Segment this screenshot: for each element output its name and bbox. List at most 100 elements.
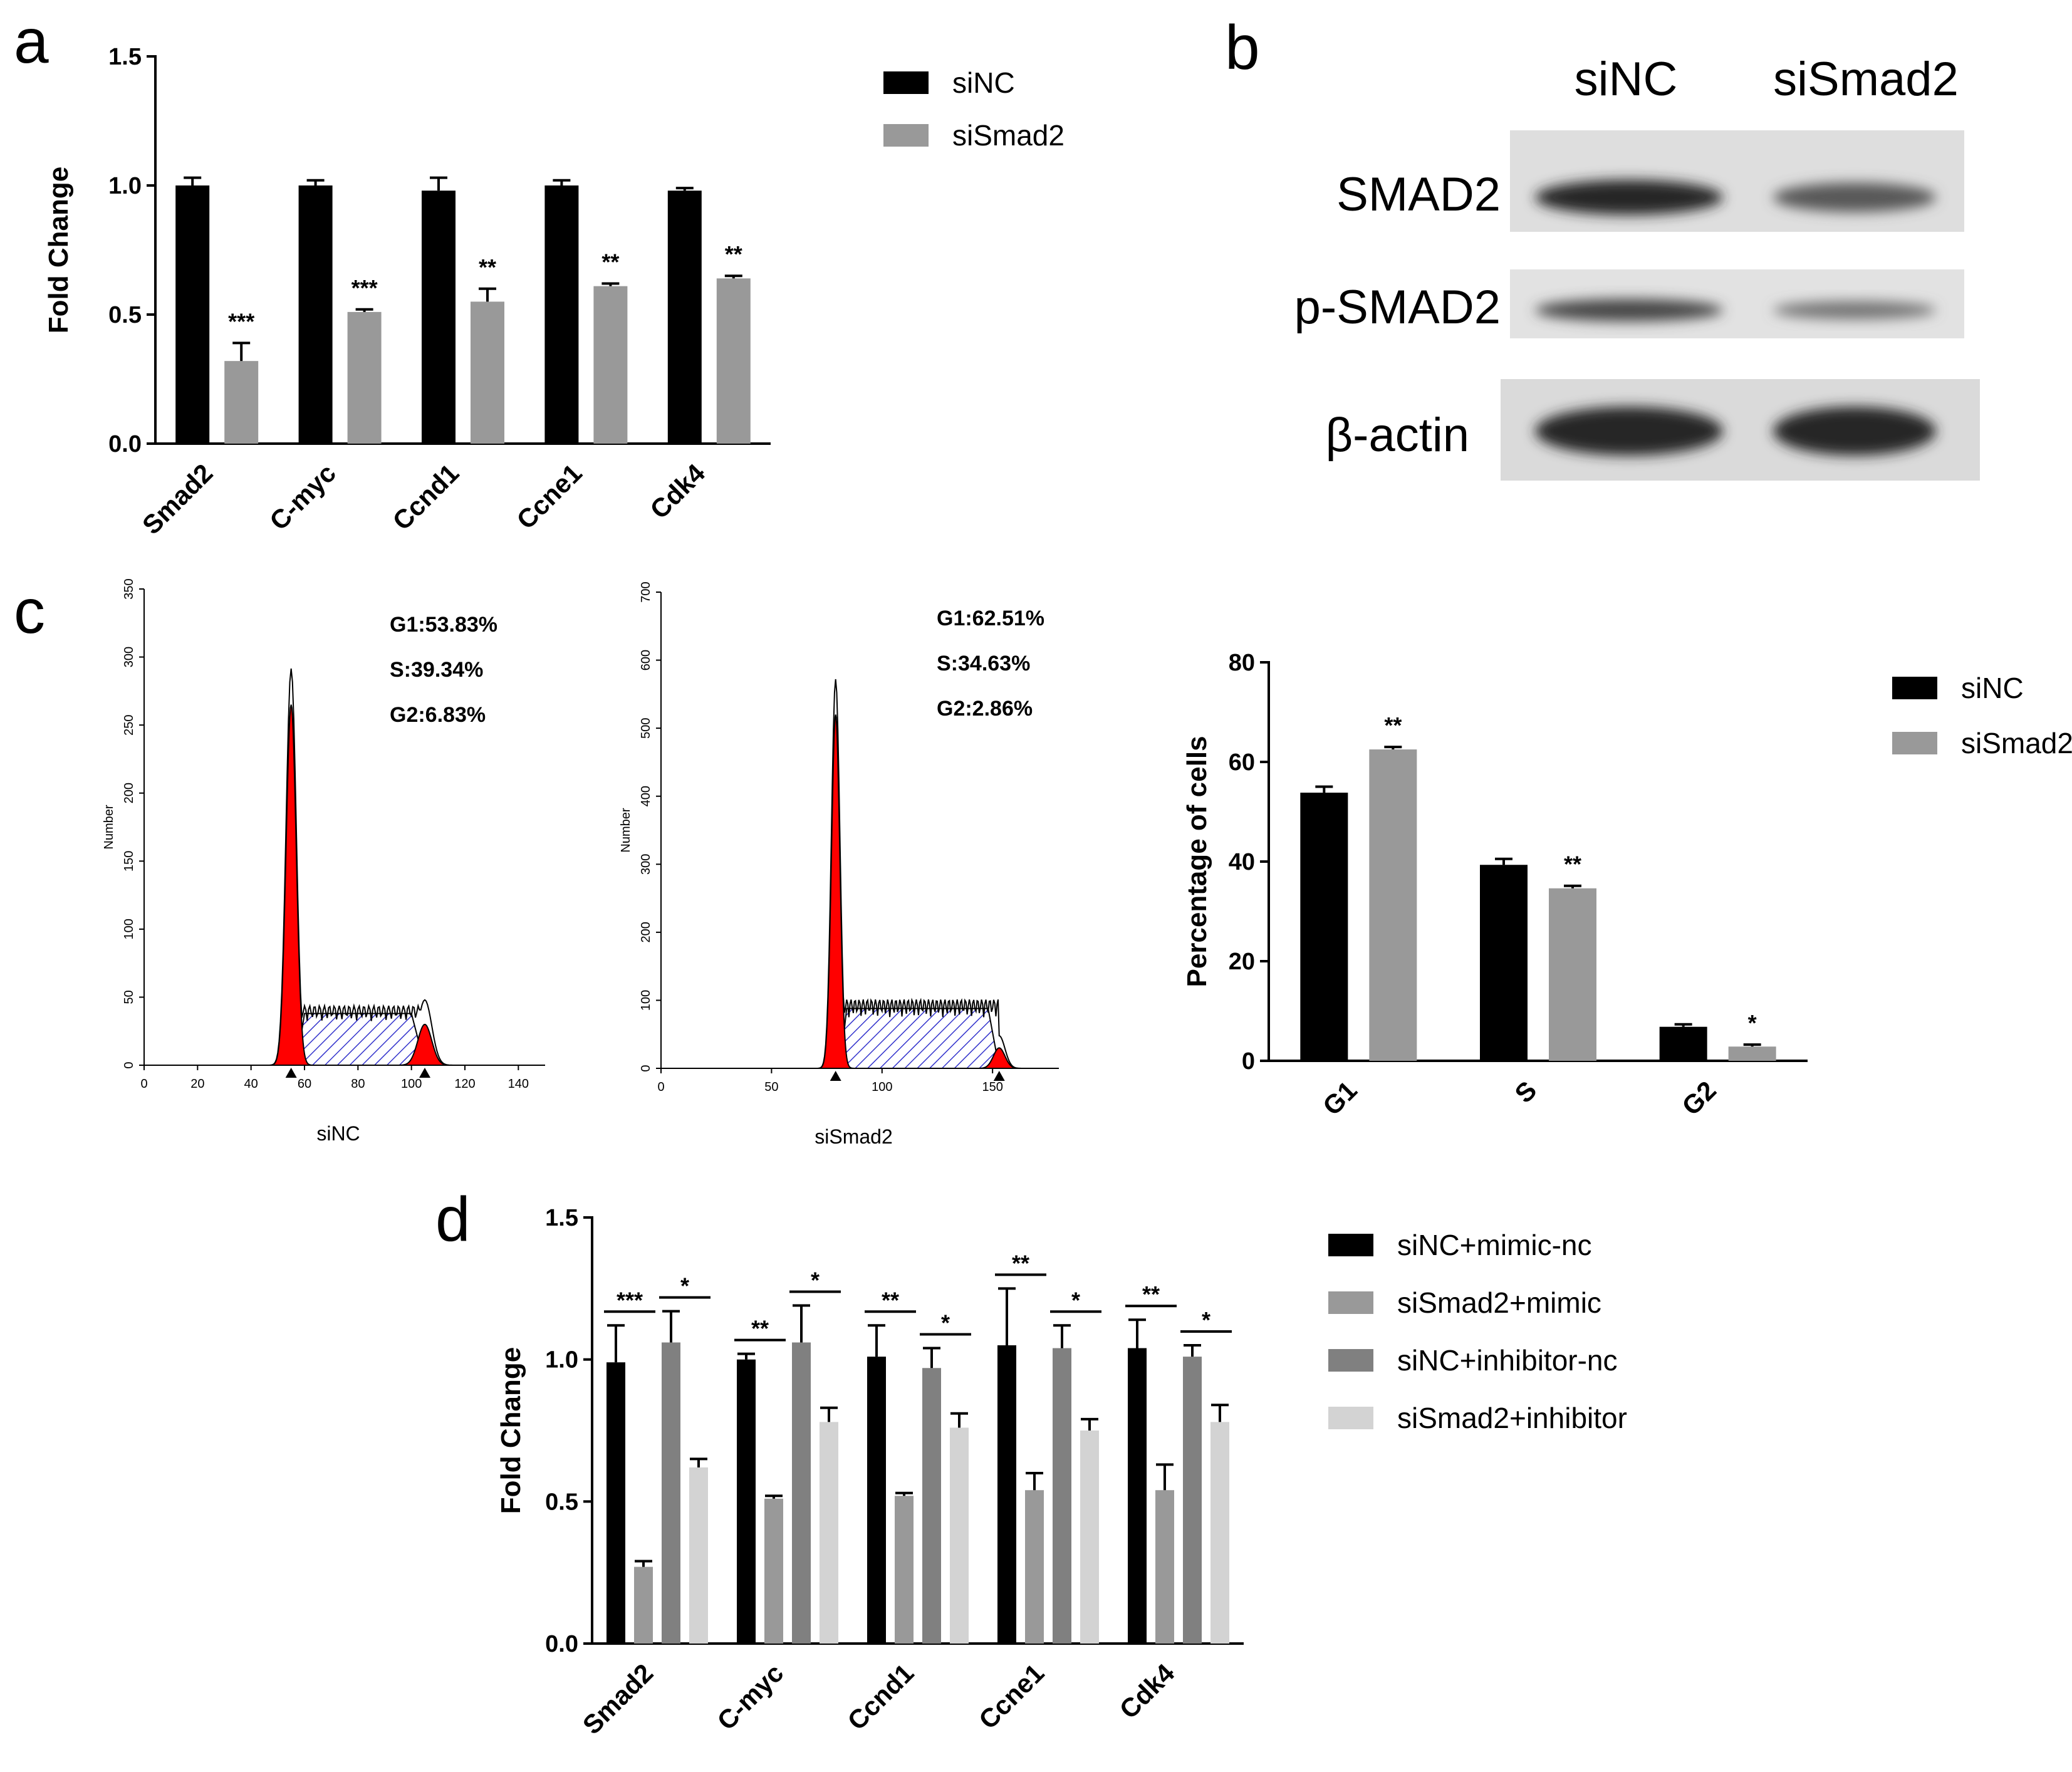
significance-label: ** — [751, 1316, 769, 1342]
blot-row-label-beta-actin: β-actin — [1325, 409, 1469, 462]
facs-histogram-sismad2: 0 100 200 300 400 500 600 700 0 50 100 150 Number siS… — [619, 581, 1059, 1148]
bar-sismad2-inhibitor-ccnd1 — [950, 1427, 969, 1644]
x-tick-label: 0 — [657, 1080, 664, 1094]
y-tick-label: 250 — [122, 714, 136, 735]
significance-label: * — [1202, 1307, 1210, 1333]
y-tick-label: 150 — [122, 851, 136, 872]
legend-label-sismad2: siSmad2 — [952, 119, 1065, 152]
bar-sinc-mimic-nc-smad2 — [607, 1362, 625, 1644]
phase-percentage-label: G1:62.51% — [937, 607, 1044, 630]
bar-sismad2-inhibitor-cdk4 — [1210, 1422, 1229, 1644]
blot-strip-smad2 — [1510, 130, 1964, 232]
peak-marker-triangle — [993, 1071, 1005, 1081]
blot-row-label-p-smad2: p-SMAD2 — [1294, 281, 1501, 334]
bar-sinc-mimic-nc-ccne1 — [997, 1345, 1016, 1644]
y-axis-title: Number — [102, 805, 116, 849]
x-axis-title: siNC — [316, 1122, 360, 1145]
blot-band-smad2-sinc — [1535, 180, 1723, 215]
legend-label-sinc: siNC — [952, 66, 1015, 99]
x-tick-label: 140 — [508, 1077, 529, 1091]
y-tick-label: 100 — [639, 990, 653, 1011]
bar-sismad2-s — [1549, 888, 1596, 1061]
bar-sinc-inhibitor-nc-cdk4 — [1183, 1357, 1202, 1644]
bar-sismad2-c-myc — [347, 311, 382, 444]
y-tick-label: 500 — [639, 717, 653, 738]
chart-c-cell-cycle-percentage: 0 20 40 60 80 Percentage of cells G1 ** S ** G2 * si… — [1182, 650, 2072, 1121]
y-tick-label: 20 — [1229, 949, 1255, 975]
bar-sismad2-mimic-smad2 — [634, 1566, 653, 1644]
x-tick-label-smad2: Smad2 — [137, 458, 219, 540]
significance-label: ** — [479, 254, 496, 280]
legend-label-sismad2: siSmad2 — [1961, 727, 2072, 759]
y-tick-label: 300 — [122, 647, 136, 667]
x-tick-label-ccne1: Ccne1 — [973, 1658, 1049, 1734]
histogram-outline — [259, 668, 457, 1066]
x-tick-label-smad2: Smad2 — [577, 1658, 659, 1740]
blot-band-p-smad2-sinc — [1535, 299, 1723, 321]
legend-label-sinc-mimic-nc: siNC+mimic-nc — [1397, 1229, 1592, 1261]
bar-sismad2-mimic-ccne1 — [1025, 1490, 1044, 1644]
bar-sinc-c-myc — [298, 185, 333, 444]
x-tick-label-c-myc: C-myc — [264, 458, 341, 536]
significance-label: * — [680, 1273, 689, 1299]
y-tick-label: 200 — [639, 922, 653, 942]
bar-sismad2-ccne1 — [593, 286, 628, 444]
x-tick-label: 50 — [764, 1080, 778, 1094]
legend-swatch-sinc — [1892, 677, 1937, 699]
y-tick-label: 0 — [1242, 1048, 1255, 1075]
blot-column-label-sismad2: siSmad2 — [1773, 53, 1959, 106]
legend-label-sinc: siNC — [1961, 672, 2024, 704]
bar-sinc-ccne1 — [544, 185, 579, 444]
phase-percentage-label: S:34.63% — [937, 652, 1030, 675]
y-tick-label: 400 — [639, 786, 653, 806]
western-blot: siNC siSmad2 SMAD2 p-SMAD2 β-actin — [1294, 53, 1980, 481]
peak-marker-triangle — [419, 1068, 430, 1078]
significance-label: ** — [1384, 712, 1402, 738]
y-tick-label: 0 — [122, 1061, 136, 1068]
x-tick-label: 20 — [190, 1077, 204, 1091]
s-phase-region — [839, 1008, 1000, 1069]
bar-sismad2-inhibitor-ccne1 — [1080, 1431, 1099, 1644]
significance-label: *** — [617, 1287, 643, 1313]
bar-sinc-g1 — [1300, 793, 1348, 1061]
bar-sinc-mimic-nc-c-myc — [737, 1359, 756, 1644]
bar-sismad2-smad2 — [224, 361, 259, 444]
legend-swatch-sismad2 — [1892, 732, 1937, 754]
y-tick-label: 0 — [639, 1065, 653, 1071]
x-tick-label-g2: G2 — [1676, 1075, 1722, 1121]
bar-sismad2-mimic-cdk4 — [1155, 1490, 1174, 1644]
y-tick-label: 1.5 — [108, 44, 142, 70]
bar-sismad2-cdk4 — [716, 278, 751, 444]
y-tick-label: 350 — [122, 578, 136, 599]
y-tick-label: 1.0 — [545, 1347, 578, 1373]
y-axis-title: Fold Change — [43, 167, 74, 333]
legend-swatch-sismad2-inhibitor — [1328, 1407, 1373, 1429]
x-tick-label: 60 — [298, 1077, 311, 1091]
blot-band-actin-sinc — [1535, 407, 1723, 456]
panel-letter-d: d — [435, 1184, 471, 1254]
x-tick-label-g1: G1 — [1317, 1075, 1363, 1121]
significance-label: * — [1071, 1287, 1080, 1313]
significance-label: * — [1748, 1010, 1757, 1036]
legend-swatch-sismad2-mimic — [1328, 1291, 1373, 1314]
legend-swatch-sinc-inhibitor-nc — [1328, 1349, 1373, 1372]
x-tick-label: 150 — [982, 1080, 1002, 1094]
y-tick-label: 700 — [639, 581, 653, 602]
significance-label: *** — [351, 275, 378, 301]
y-axis-title: Percentage of cells — [1182, 736, 1212, 987]
significance-label: ** — [601, 249, 619, 275]
bar-sismad2-g2 — [1728, 1046, 1776, 1061]
peak-marker-triangle — [830, 1071, 841, 1081]
significance-label: ** — [725, 241, 742, 267]
panel-letter-c: c — [14, 576, 45, 647]
significance-label: ** — [1142, 1281, 1160, 1307]
bar-sinc-smad2 — [175, 185, 210, 444]
blot-column-label-sinc: siNC — [1575, 53, 1678, 106]
legend-swatch-sinc-mimic-nc — [1328, 1234, 1373, 1256]
x-axis-title: siSmad2 — [815, 1125, 893, 1148]
blot-band-actin-sismad2 — [1773, 407, 1936, 456]
x-tick-label-c-myc: C-myc — [711, 1658, 789, 1736]
significance-label: ** — [1564, 852, 1581, 877]
